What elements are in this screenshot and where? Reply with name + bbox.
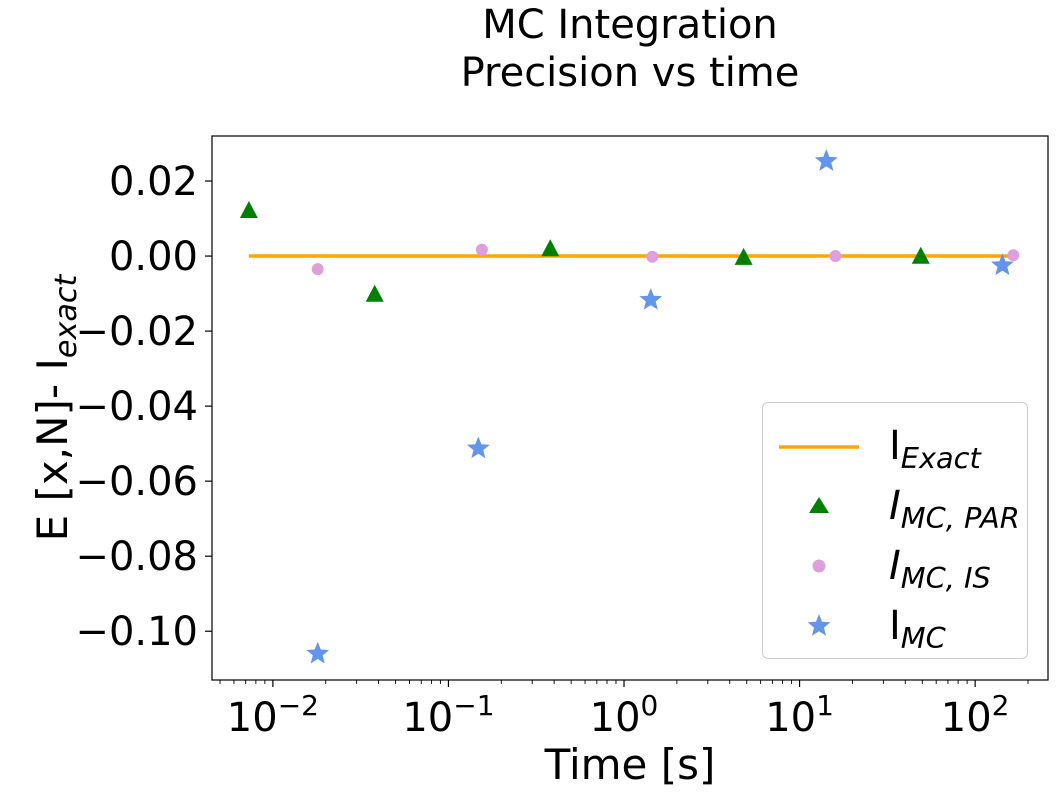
point-mc-is bbox=[646, 250, 659, 263]
y-tick-label: −0.10 bbox=[75, 609, 198, 655]
point-mc-is bbox=[1007, 249, 1020, 262]
point-mc-is bbox=[475, 243, 488, 256]
legend-label-mc: IMC bbox=[889, 603, 946, 655]
legend-entry-mc-is: IMC, IS bbox=[763, 535, 1027, 595]
plot-frame bbox=[211, 135, 1049, 681]
point-mc-is bbox=[311, 263, 324, 276]
y-tick-label: −0.08 bbox=[75, 534, 198, 580]
y-axis-label-sub: exact bbox=[49, 274, 85, 359]
y-axis-label-main: E [x,N]- I bbox=[27, 358, 77, 542]
point-mc bbox=[639, 287, 663, 310]
y-tick-label: −0.06 bbox=[75, 459, 198, 505]
legend-star-symbol bbox=[807, 614, 831, 636]
x-tick-label: 102 bbox=[941, 689, 1010, 741]
legend-entry-exact: IExact bbox=[763, 415, 1027, 475]
point-mc bbox=[466, 436, 490, 459]
y-tick-label: −0.04 bbox=[75, 384, 198, 430]
legend-entry-mc-par: IMC, PAR bbox=[763, 475, 1027, 535]
legend: IExact IMC, PAR IMC, IS IMC bbox=[762, 402, 1028, 659]
x-axis-label: Time [s] bbox=[544, 740, 716, 789]
x-tick-label: 10−2 bbox=[227, 689, 319, 741]
point-mc-par bbox=[365, 284, 384, 302]
legend-triangle-symbol bbox=[809, 497, 829, 513]
legend-line-symbol bbox=[779, 445, 859, 449]
point-mc bbox=[991, 253, 1014, 276]
chart-title-line-2: Precision vs time bbox=[460, 50, 800, 96]
y-axis-label: E [x,N]- Iexact bbox=[28, 275, 84, 542]
point-mc-par bbox=[239, 201, 258, 219]
point-mc-par bbox=[911, 246, 930, 264]
y-tick-label: −0.02 bbox=[75, 309, 198, 355]
point-mc bbox=[814, 149, 838, 171]
legend-label-mc-is: IMC, IS bbox=[889, 543, 991, 595]
legend-label-exact: IExact bbox=[889, 423, 981, 475]
point-mc bbox=[306, 641, 330, 664]
legend-entry-mc: IMC bbox=[763, 595, 1027, 655]
x-tick-label: 100 bbox=[590, 689, 659, 741]
x-tick-label: 10−1 bbox=[402, 689, 494, 741]
point-mc-is bbox=[829, 250, 842, 263]
legend-circle-symbol bbox=[812, 559, 826, 573]
y-tick-label: 0.00 bbox=[109, 234, 198, 280]
point-mc-par bbox=[541, 239, 560, 257]
point-mc-par bbox=[734, 247, 753, 265]
chart-title-line-1: MC Integration bbox=[482, 2, 778, 48]
legend-label-mc-par: IMC, PAR bbox=[889, 483, 1020, 535]
y-tick-label: 0.02 bbox=[109, 159, 198, 205]
x-tick-label: 101 bbox=[765, 689, 834, 741]
